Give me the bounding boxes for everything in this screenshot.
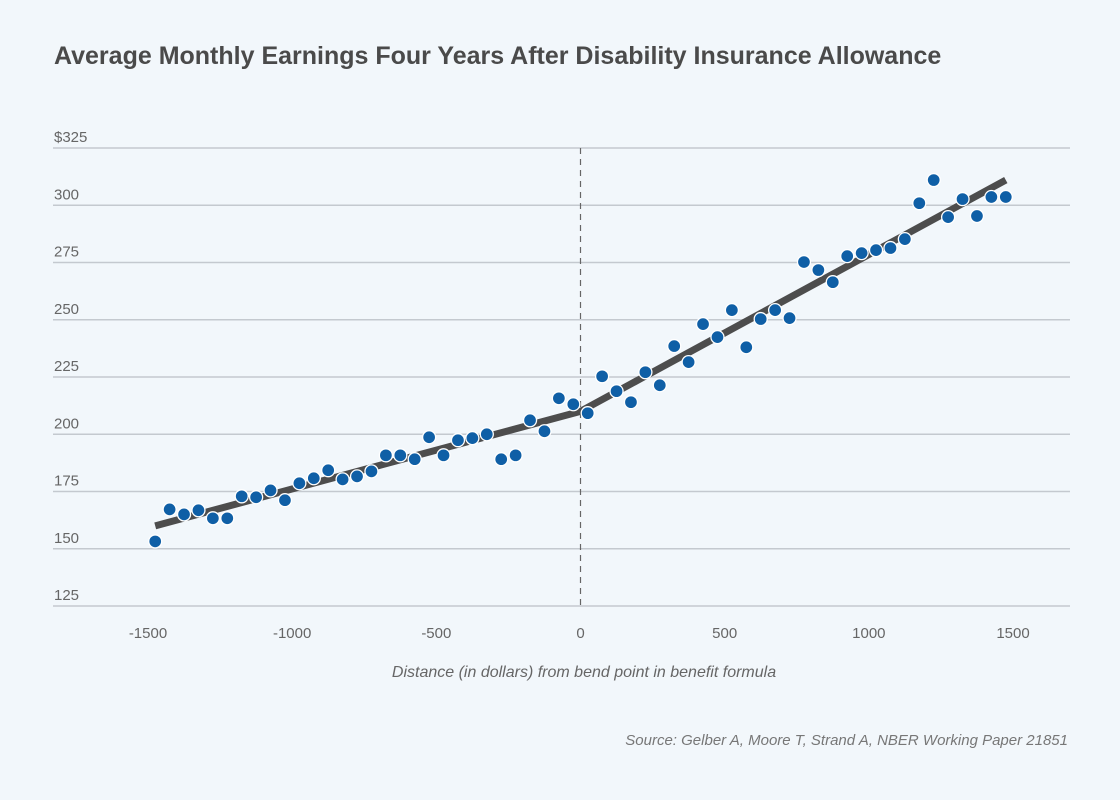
x-tick-label: -1000 — [273, 625, 311, 642]
data-point — [494, 452, 509, 467]
data-point — [234, 489, 249, 504]
data-point — [955, 191, 970, 207]
data-point — [710, 330, 725, 345]
data-point — [450, 433, 466, 448]
data-point — [335, 472, 350, 487]
data-point — [623, 395, 639, 410]
x-tick-label: -500 — [421, 625, 451, 642]
data-point — [811, 262, 826, 278]
data-point — [465, 430, 480, 446]
source-note: Source: Gelber A, Moore T, Strand A, NBE… — [625, 732, 1068, 749]
data-point — [767, 302, 783, 318]
x-tick-label: 500 — [712, 625, 737, 642]
data-point — [638, 365, 653, 380]
data-point — [984, 189, 999, 205]
data-point — [522, 413, 538, 428]
y-tick-label: 250 — [54, 301, 79, 318]
data-point — [176, 507, 192, 522]
y-tick-label: 300 — [54, 186, 79, 203]
data-point — [926, 172, 941, 188]
y-tick-label: 125 — [54, 587, 79, 604]
x-axis-label: Distance (in dollars) from bend point in… — [392, 664, 776, 681]
data-point — [825, 275, 840, 290]
data-point — [277, 493, 293, 508]
data-point — [652, 378, 667, 393]
data-point — [407, 452, 422, 467]
data-point — [248, 490, 264, 505]
x-tick-label: 0 — [576, 625, 584, 642]
x-tick-label: -1500 — [129, 625, 167, 642]
data-point — [349, 469, 365, 484]
data-point — [191, 503, 206, 518]
data-point — [840, 248, 855, 264]
data-point — [912, 196, 927, 211]
data-point — [897, 231, 913, 247]
y-tick-label: 275 — [54, 244, 79, 261]
y-tick-label: 225 — [54, 358, 79, 375]
data-point — [321, 463, 336, 478]
data-point — [883, 240, 898, 256]
data-point — [479, 427, 494, 442]
data-point — [854, 245, 869, 261]
x-tick-label: 1000 — [852, 625, 885, 642]
y-tick-label: 175 — [54, 473, 79, 490]
data-point — [940, 210, 956, 225]
data-point — [436, 448, 451, 463]
data-point — [378, 448, 394, 463]
data-point — [393, 448, 408, 463]
y-tick-label: $325 — [54, 129, 87, 146]
data-point — [551, 391, 567, 406]
data-point — [782, 310, 797, 326]
data-point — [364, 464, 379, 479]
data-point — [753, 311, 768, 327]
data-point — [148, 534, 163, 549]
x-tick-label: 1500 — [996, 625, 1029, 642]
y-tick-label: 150 — [54, 530, 79, 547]
data-point — [292, 476, 307, 491]
data-point — [667, 338, 682, 354]
data-point — [695, 316, 711, 332]
data-point — [969, 208, 985, 224]
data-point — [594, 369, 610, 384]
data-point — [868, 242, 884, 258]
data-point — [205, 511, 221, 526]
data-point — [609, 384, 624, 399]
data-point — [508, 448, 523, 463]
data-point — [566, 397, 581, 412]
data-point — [162, 502, 177, 517]
data-point — [739, 340, 754, 355]
data-point — [724, 302, 740, 318]
data-point — [998, 189, 1013, 205]
fit-line — [154, 176, 1008, 530]
y-tick-label: 200 — [54, 415, 79, 432]
data-point — [263, 483, 278, 498]
chart-title: Average Monthly Earnings Four Years Afte… — [54, 42, 942, 70]
data-point — [306, 471, 321, 486]
data-point — [537, 424, 552, 439]
data-point — [421, 430, 437, 445]
data-point — [681, 354, 696, 370]
data-point — [220, 511, 235, 526]
data-point — [580, 406, 595, 421]
data-point — [796, 254, 812, 270]
